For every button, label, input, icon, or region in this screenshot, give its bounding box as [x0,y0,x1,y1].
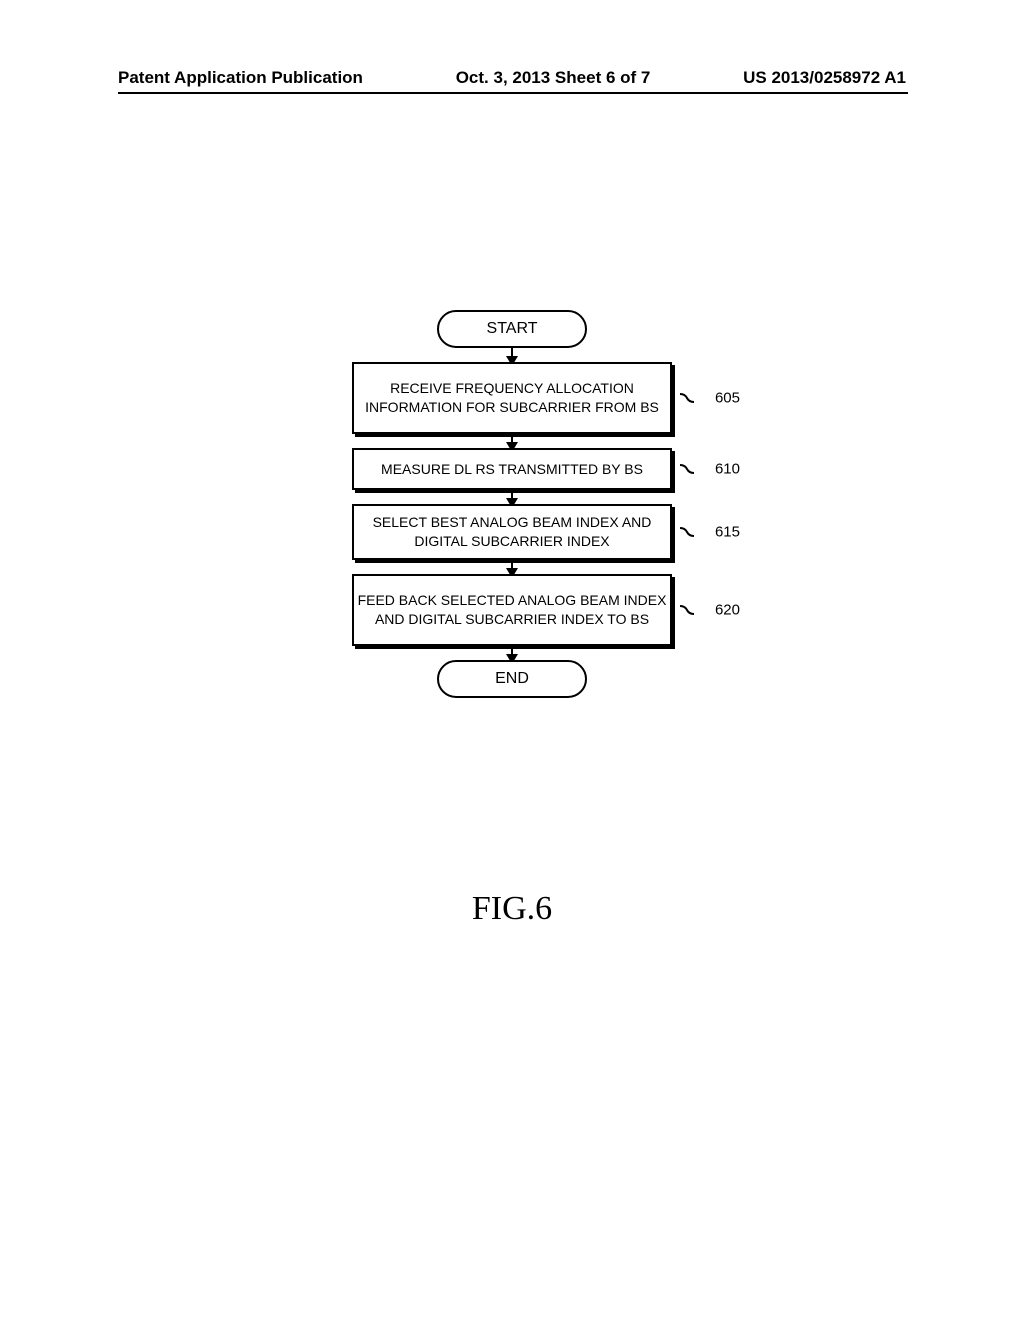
step-2-box: MEASURE DL RS TRANSMITTED BY BS [352,448,672,490]
step-2-label: 610 [715,461,740,478]
figure-caption: FIG.6 [472,890,552,928]
step-2-connector [680,462,698,476]
step-3-text: SELECT BEST ANALOG BEAM INDEX AND DIGITA… [354,513,670,551]
step-3-label: 615 [715,524,740,541]
step-1-connector [680,391,698,405]
step-1-box: RECEIVE FREQUENCY ALLOCATION INFORMATION… [352,362,672,434]
step-3-wrapper: SELECT BEST ANALOG BEAM INDEX AND DIGITA… [352,504,672,560]
end-terminal: END [437,660,587,698]
header-right: US 2013/0258972 A1 [743,68,906,88]
step-4-connector [680,603,698,617]
step-4-label: 620 [715,602,740,619]
step-3-box: SELECT BEST ANALOG BEAM INDEX AND DIGITA… [352,504,672,560]
end-label: END [495,670,529,688]
header-left: Patent Application Publication [118,68,363,88]
flowchart: START RECEIVE FREQUENCY ALLOCATION INFOR… [302,310,722,698]
step-4-box: FEED BACK SELECTED ANALOG BEAM INDEX AND… [352,574,672,646]
step-1-text: RECEIVE FREQUENCY ALLOCATION INFORMATION… [354,379,670,417]
step-4-text: FEED BACK SELECTED ANALOG BEAM INDEX AND… [354,591,670,629]
page-header: Patent Application Publication Oct. 3, 2… [0,68,1024,88]
step-2-wrapper: MEASURE DL RS TRANSMITTED BY BS 610 [352,448,672,490]
step-4-wrapper: FEED BACK SELECTED ANALOG BEAM INDEX AND… [352,574,672,646]
start-label: START [487,320,538,338]
start-terminal: START [437,310,587,348]
step-1-wrapper: RECEIVE FREQUENCY ALLOCATION INFORMATION… [352,362,672,434]
header-center: Oct. 3, 2013 Sheet 6 of 7 [456,68,651,88]
step-1-label: 605 [715,390,740,407]
header-divider [118,92,908,94]
step-2-text: MEASURE DL RS TRANSMITTED BY BS [381,460,643,479]
step-3-connector [680,525,698,539]
